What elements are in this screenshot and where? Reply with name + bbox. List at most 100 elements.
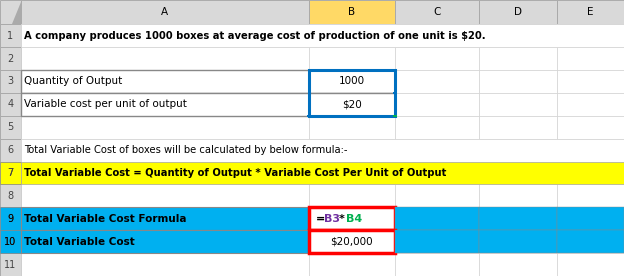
Text: 11: 11 xyxy=(4,259,16,270)
Bar xyxy=(0,0,21,24)
Text: Total Variable Cost: Total Variable Cost xyxy=(24,237,135,247)
Text: =: = xyxy=(316,214,326,224)
Text: 3: 3 xyxy=(7,76,13,86)
Bar xyxy=(309,161,395,184)
Bar xyxy=(557,47,624,70)
Bar xyxy=(309,70,395,93)
Bar xyxy=(21,207,309,230)
Bar xyxy=(479,70,557,93)
Bar xyxy=(0,184,21,207)
Bar xyxy=(479,0,557,24)
Bar xyxy=(479,161,557,184)
Text: 1: 1 xyxy=(7,31,13,41)
Bar xyxy=(557,24,624,47)
Text: B4: B4 xyxy=(346,214,363,224)
Bar xyxy=(395,47,479,70)
Bar xyxy=(395,207,479,230)
Bar xyxy=(21,139,624,161)
Bar xyxy=(557,184,624,207)
Text: Variable cost per unit of output: Variable cost per unit of output xyxy=(24,99,187,109)
Bar xyxy=(395,184,479,207)
Bar xyxy=(21,161,624,184)
Bar xyxy=(309,93,395,116)
Text: A: A xyxy=(161,7,168,17)
Bar xyxy=(479,207,557,230)
Bar xyxy=(309,253,395,276)
Text: D: D xyxy=(514,7,522,17)
Text: 2: 2 xyxy=(7,54,14,63)
Bar xyxy=(309,47,395,70)
Text: 10: 10 xyxy=(4,237,16,247)
Bar xyxy=(21,47,309,70)
Bar xyxy=(479,253,557,276)
Bar xyxy=(395,139,479,161)
Bar xyxy=(309,0,395,24)
Bar xyxy=(557,253,624,276)
Bar xyxy=(395,253,479,276)
Bar xyxy=(0,161,21,184)
Bar xyxy=(306,115,311,117)
Text: 8: 8 xyxy=(7,191,13,201)
Bar xyxy=(479,230,557,253)
Bar xyxy=(0,139,21,161)
Bar xyxy=(21,253,309,276)
Bar xyxy=(309,70,395,116)
Bar xyxy=(557,207,624,230)
Text: 7: 7 xyxy=(7,168,14,178)
Bar xyxy=(0,207,21,230)
Bar xyxy=(0,116,21,139)
Bar xyxy=(309,70,395,93)
Bar xyxy=(309,116,395,139)
Bar xyxy=(479,93,557,116)
Bar xyxy=(393,69,397,71)
Bar xyxy=(0,93,21,116)
Bar xyxy=(21,70,309,93)
Bar xyxy=(21,161,309,184)
Bar xyxy=(21,93,309,116)
Text: $20: $20 xyxy=(342,99,362,109)
Bar xyxy=(21,0,309,24)
Bar xyxy=(21,116,309,139)
Bar xyxy=(557,161,624,184)
Bar xyxy=(557,139,624,161)
Bar xyxy=(0,253,21,276)
Bar xyxy=(309,207,395,230)
Bar xyxy=(309,184,395,207)
Text: 5: 5 xyxy=(7,122,14,132)
Bar xyxy=(479,47,557,70)
Bar xyxy=(0,230,21,253)
Text: C: C xyxy=(433,7,441,17)
Bar xyxy=(309,93,395,116)
Bar xyxy=(479,207,557,230)
Bar xyxy=(557,116,624,139)
Bar xyxy=(479,116,557,139)
Bar xyxy=(21,139,309,161)
Text: *: * xyxy=(339,214,344,224)
Bar xyxy=(557,230,624,253)
Bar xyxy=(557,230,624,253)
Bar xyxy=(21,230,309,253)
Bar xyxy=(21,24,624,47)
Text: 10: 10 xyxy=(4,237,16,247)
Bar xyxy=(479,139,557,161)
Bar xyxy=(0,47,21,70)
Bar xyxy=(0,207,21,230)
Bar xyxy=(309,230,395,253)
Polygon shape xyxy=(12,2,21,24)
Bar xyxy=(557,0,624,24)
Text: 9: 9 xyxy=(7,214,13,224)
Bar xyxy=(393,92,397,94)
Text: B3: B3 xyxy=(324,214,340,224)
Bar xyxy=(479,24,557,47)
Bar xyxy=(395,230,479,253)
Bar xyxy=(395,0,479,24)
Text: Total Variable Cost Formula: Total Variable Cost Formula xyxy=(24,214,187,224)
Bar xyxy=(395,116,479,139)
Text: 7: 7 xyxy=(7,168,14,178)
Bar xyxy=(309,230,395,253)
Bar xyxy=(395,161,479,184)
Bar xyxy=(309,24,395,47)
Bar xyxy=(0,230,21,253)
Bar xyxy=(0,161,21,184)
Bar xyxy=(557,207,624,230)
